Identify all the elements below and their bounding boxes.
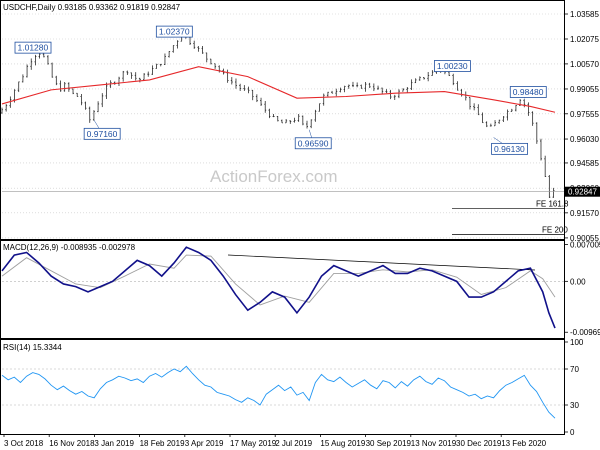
callout-box bbox=[294, 137, 332, 150]
price-chart-title: USDCHF,Daily 0.93185 0.93362 0.91819 0.9… bbox=[3, 3, 181, 12]
last-price-label: 0.92847 bbox=[568, 188, 597, 197]
x-axis-tick-label: 3 Oct 2018 bbox=[4, 439, 44, 448]
y-axis-tick-label: 100 bbox=[570, 338, 584, 347]
rsi-grid bbox=[2, 368, 564, 406]
last-price-background bbox=[565, 186, 600, 197]
y-axis-tick-label: 1.00570 bbox=[570, 60, 599, 69]
y-axis-tick-label: 0.007005 bbox=[570, 241, 600, 250]
x-axis-tick-label: 18 Feb 2019 bbox=[140, 439, 185, 448]
callout-box bbox=[83, 127, 121, 140]
x-axis-tick-label: 2 Jul 2019 bbox=[275, 439, 312, 448]
fib-level-label: FE 200 bbox=[542, 225, 568, 234]
y-axis-tick-label: 0.90055 bbox=[570, 234, 599, 243]
y-axis-tick-label: 0.94585 bbox=[570, 159, 599, 168]
last-price-marker: 0.92847 bbox=[565, 186, 600, 197]
price-panel: ActionForex.com FE 161.8 FE 200 1.01280 0.… bbox=[0, 0, 600, 243]
callout-label: 0.96130 bbox=[494, 144, 525, 154]
price-watermark: ActionForex.com bbox=[210, 167, 338, 186]
price-panel-frame bbox=[0, 0, 565, 240]
x-axis-tick-label: 3 Jan 2019 bbox=[94, 439, 134, 448]
callout-label: 0.97160 bbox=[87, 129, 118, 139]
y-axis-tick-label: 0.97555 bbox=[570, 110, 599, 119]
swing-point-callouts: 1.01280 0.97160 1.02370 0.96590 1.00230 0.961… bbox=[14, 25, 547, 155]
callout-label: 0.98480 bbox=[513, 87, 544, 97]
y-axis-tick-label: 1.03585 bbox=[570, 10, 599, 19]
rsi-y-axis: 100 70 30 0 bbox=[565, 338, 584, 437]
y-axis-tick-label: 1.02075 bbox=[570, 35, 599, 44]
x-axis-tick-label: 13 Nov 2019 bbox=[411, 439, 457, 448]
y-axis-tick-label: 70 bbox=[570, 365, 579, 374]
moving-average-line bbox=[1, 66, 556, 113]
x-axis-tick-label: 17 May 2019 bbox=[230, 439, 277, 448]
callout-box bbox=[509, 86, 547, 98]
macd-y-axis: 0.007005 0.00 -0.009694 bbox=[565, 241, 600, 337]
callout-label: 0.96590 bbox=[298, 138, 329, 148]
y-axis-tick-label: -0.009694 bbox=[570, 328, 600, 337]
x-axis-tick-label: 16 Nov 2018 bbox=[49, 439, 95, 448]
callout-box bbox=[14, 41, 52, 54]
y-axis-tick-label: 0.91570 bbox=[570, 209, 599, 218]
x-axis-tick-label: 15 Aug 2019 bbox=[320, 439, 365, 448]
y-axis-tick-label: 0.99055 bbox=[570, 85, 599, 94]
fibonacci-extension-levels: FE 161.8 FE 200 bbox=[2, 191, 569, 235]
macd-line bbox=[1, 246, 556, 329]
callout-box bbox=[433, 60, 471, 72]
x-axis-tick-label: 3 Apr 2019 bbox=[185, 439, 224, 448]
macd-divergence-trendline bbox=[227, 254, 536, 271]
x-axis-tick-label: 30 Dec 2019 bbox=[456, 439, 502, 448]
callout-label: 1.01280 bbox=[18, 43, 49, 53]
macd-title: MACD(12,26,9) -0.008935 -0.002978 bbox=[3, 243, 136, 252]
callout-box bbox=[155, 25, 193, 38]
fib-level-label: FE 161.8 bbox=[536, 200, 569, 209]
callout-box bbox=[491, 142, 528, 155]
price-grid bbox=[2, 13, 564, 239]
rsi-panel: 100 70 30 0 RSI(14) 15.3344 bbox=[0, 338, 584, 437]
macd-panel: 0.007005 0.00 -0.009694 MACD(12,26,9) -0.0… bbox=[0, 240, 600, 339]
macd-panel-frame bbox=[0, 240, 565, 339]
y-axis-tick-label: 0 bbox=[570, 428, 575, 437]
callout-label: 1.02370 bbox=[159, 27, 190, 37]
macd-signal-line bbox=[1, 254, 556, 306]
y-axis-tick-label: 0.00 bbox=[570, 277, 586, 286]
x-axis-tick-label: 13 Feb 2020 bbox=[501, 439, 546, 448]
y-axis-tick-label: 0.96030 bbox=[570, 135, 599, 144]
callout-label: 1.00230 bbox=[437, 61, 468, 71]
rsi-line bbox=[1, 365, 556, 419]
rsi-title: RSI(14) 15.3344 bbox=[3, 343, 62, 352]
price-y-axis: 1.03585 1.02075 1.00570 0.99055 0.97555 0.960… bbox=[565, 10, 599, 243]
date-x-axis: 3 Oct 2018 16 Nov 2018 3 Jan 2019 18 Feb 20… bbox=[3, 434, 547, 448]
y-axis-tick-label: 30 bbox=[570, 401, 579, 410]
x-axis-tick-label: 30 Sep 2019 bbox=[366, 439, 412, 448]
rsi-panel-frame bbox=[0, 339, 565, 435]
